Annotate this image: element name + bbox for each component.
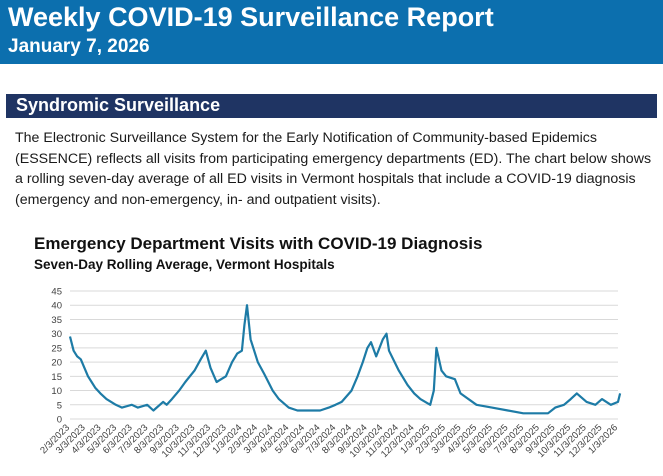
chart-title: Emergency Department Visits with COVID-1… xyxy=(34,234,483,253)
report-header-band: Weekly COVID-19 Surveillance Report Janu… xyxy=(0,0,663,64)
section-title: Syndromic Surveillance xyxy=(16,95,221,115)
y-tick-label: 5 xyxy=(57,400,62,411)
series-layer xyxy=(68,304,622,415)
report-title: Weekly COVID-19 Surveillance Report xyxy=(8,2,494,32)
section-header-bar: Syndromic Surveillance xyxy=(6,94,657,118)
report-date: January 7, 2026 xyxy=(8,36,150,57)
y-tick-label: 40 xyxy=(51,301,62,312)
y-tick-label: 35 xyxy=(51,315,62,326)
y-tick-label: 10 xyxy=(51,386,62,397)
series-line-0 xyxy=(68,304,622,415)
section-body-text: The Electronic Surveillance System for t… xyxy=(15,130,652,208)
x-axis-ticks: 2/3/20233/3/20234/3/20235/3/20236/3/2023… xyxy=(38,422,620,460)
y-axis-ticks: 0 5 10 15 20 25 30 35 40 45 xyxy=(51,287,62,426)
y-tick-label: 30 xyxy=(51,329,62,340)
chart-gridlines xyxy=(70,290,618,420)
chart-subtitle: Seven-Day Rolling Average, Vermont Hospi… xyxy=(34,257,335,272)
y-tick-label: 20 xyxy=(51,358,62,369)
y-tick-label: 25 xyxy=(51,343,62,354)
y-tick-label: 45 xyxy=(51,287,62,298)
y-tick-label: 15 xyxy=(51,372,62,383)
y-tick-label: 0 xyxy=(57,415,62,426)
